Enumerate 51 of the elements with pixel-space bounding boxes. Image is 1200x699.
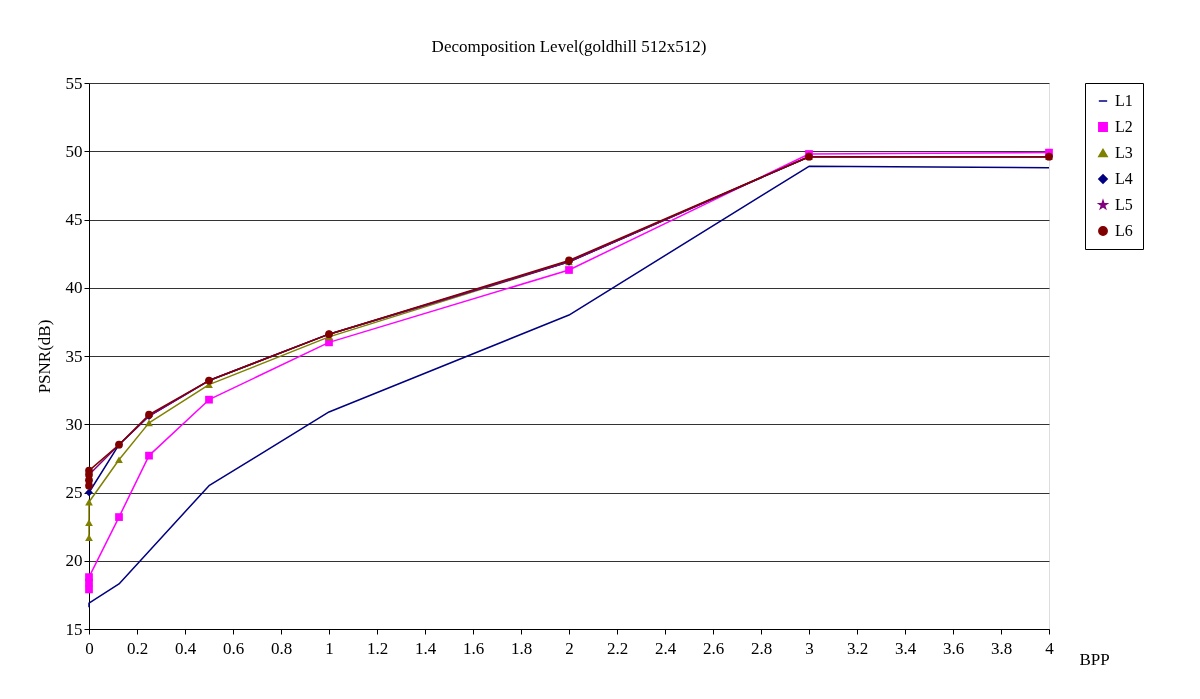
x-tick-label: 1 xyxy=(325,638,334,658)
y-tick-label: 55 xyxy=(65,73,83,93)
x-tick-label: 0.6 xyxy=(222,638,245,658)
x-tick-label: 0.8 xyxy=(270,638,293,658)
chart-title: Decomposition Level(goldhill 512x512) xyxy=(431,37,707,56)
y-tick-label: 30 xyxy=(65,414,83,434)
legend-label: L2 xyxy=(1115,118,1133,135)
y-tick-label: 35 xyxy=(65,346,83,366)
legend-label: L4 xyxy=(1115,170,1133,187)
x-tick-label: 0 xyxy=(85,638,94,658)
point xyxy=(565,266,573,274)
x-tick-label: 2 xyxy=(565,638,574,658)
point xyxy=(85,573,93,581)
point xyxy=(85,585,93,594)
x-tick-label: 3.4 xyxy=(894,638,917,658)
point xyxy=(85,466,93,475)
point xyxy=(205,395,213,404)
point xyxy=(85,534,93,541)
y-tick-label: 50 xyxy=(65,141,83,161)
x-tick-label: 3.8 xyxy=(990,638,1013,658)
point xyxy=(115,456,123,464)
y-tick-label: 40 xyxy=(65,278,83,298)
point xyxy=(145,451,153,460)
x-tick-label: 2.2 xyxy=(606,638,629,658)
y-tick-label: 15 xyxy=(65,619,83,639)
x-tick-label: 0.4 xyxy=(174,638,197,658)
x-tick-label: 3.6 xyxy=(942,638,965,658)
y-tick-label: 45 xyxy=(65,210,83,229)
y-tick-label: 20 xyxy=(65,551,83,571)
legend-label: L6 xyxy=(1115,222,1133,239)
y-axis-title: PSNR(dB) xyxy=(34,319,54,394)
legend-label: L5 xyxy=(1115,196,1133,213)
point xyxy=(85,488,93,497)
point xyxy=(115,513,123,521)
x-tick-label: 1.4 xyxy=(414,638,437,658)
x-tick-label: 1.8 xyxy=(510,638,533,658)
x-axis-title: BPP xyxy=(1079,649,1110,669)
point xyxy=(85,519,93,526)
x-tick-label: 1.6 xyxy=(462,638,485,658)
x-tick-label: 2.4 xyxy=(654,638,677,658)
x-tick-label: 1.2 xyxy=(366,638,389,658)
legend-label: L1 xyxy=(1115,92,1133,109)
point xyxy=(145,419,153,427)
x-tick-label: 3.2 xyxy=(846,638,869,658)
legend-label: L3 xyxy=(1115,144,1133,161)
x-tick-label: 3 xyxy=(805,638,814,658)
x-tick-label: 2.6 xyxy=(702,638,725,658)
y-tick-label: 25 xyxy=(65,483,83,502)
x-tick-label: 0.2 xyxy=(126,638,149,658)
x-tick-label: 4 xyxy=(1045,638,1055,658)
x-tick-label: 2.8 xyxy=(750,638,773,658)
